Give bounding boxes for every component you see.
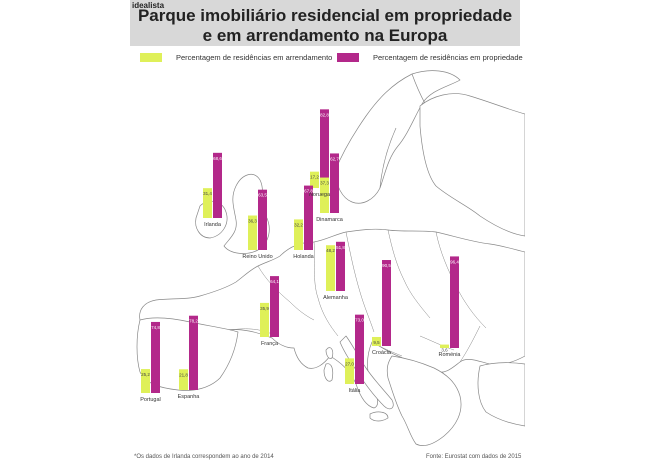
legend-rent-label: Percentagem de residências em arrendamen…	[176, 53, 333, 62]
value-own-croacia: 90,5	[382, 263, 391, 268]
legend-own-label: Percentagem de residências em propriedad…	[373, 53, 523, 62]
bar-rent-italia	[345, 358, 354, 384]
value-rent-espanha: 21,8	[179, 372, 188, 377]
value-own-irlanda: 68,6	[213, 156, 222, 161]
finland-russia-landmass	[419, 93, 525, 237]
country-label-croacia: Croácia	[372, 350, 392, 356]
value-own-noruega: 82,8	[320, 112, 329, 117]
value-own-portugal: 74,8	[151, 325, 160, 330]
bar-rent-dinamarca	[320, 177, 329, 213]
bar-own-italia	[355, 314, 364, 384]
country-label-italia: Itália	[349, 388, 362, 394]
title-line-1: Parque imobiliário residencial em propri…	[137, 6, 513, 25]
sardinia	[323, 363, 334, 382]
value-rent-dinamarca: 37,3	[320, 181, 329, 186]
bar-own-franca	[270, 276, 279, 337]
value-rent-franca: 35,9	[260, 306, 269, 311]
bar-rent-romenia	[440, 344, 449, 348]
footnote: *Os dados de Irlanda correspondem ao ano…	[134, 454, 274, 460]
country-label-holanda: Holanda	[293, 254, 314, 260]
balkans-greece	[386, 355, 462, 446]
bar-rent-holanda	[294, 219, 303, 250]
bar-own-holanda	[304, 185, 313, 250]
value-rent-italia: 27,0	[345, 361, 354, 366]
value-rent-croacia: 9,5	[373, 340, 380, 345]
value-own-dinamarca: 62,7	[330, 156, 339, 161]
value-own-espanha: 78,2	[189, 319, 198, 324]
country-label-romenia: Roménia	[438, 352, 461, 358]
value-own-italia: 73,0	[355, 318, 364, 323]
value-own-reino-unido: 63,5	[258, 193, 267, 198]
europe-map-chart: 17,2 82,8 Noruega 31,4 68,6 Irlanda 36,3 63,5 Re…	[136, 70, 525, 446]
bar-own-romenia	[450, 256, 459, 348]
country-label-espanha: Espanha	[178, 394, 201, 400]
source-note: Fonte: Eurostat com dados de 2015	[426, 454, 522, 460]
value-own-alemanha: 51,8	[336, 245, 345, 250]
bar-own-reino-unido	[258, 189, 267, 250]
bar-own-croacia	[382, 260, 391, 346]
bar-rent-portugal	[141, 369, 150, 393]
bar-own-dinamarca	[330, 153, 339, 213]
value-rent-holanda: 32,2	[294, 222, 303, 227]
country-label-irlanda: Irlanda	[204, 222, 222, 228]
labels-layer: 17,2 82,8 Noruega 31,4 68,6 Irlanda 36,3 63,5 Re…	[140, 112, 461, 403]
bar-rent-irlanda	[203, 188, 212, 218]
country-label-portugal: Portugal	[140, 397, 161, 403]
bars-layer	[141, 109, 459, 393]
legend-rent-swatch	[140, 53, 162, 62]
value-rent-alemanha: 48,2	[326, 248, 335, 253]
sicily	[369, 411, 389, 422]
title-line-2: e em arrendamento na Europa	[202, 26, 448, 45]
country-label-noruega: Noruega	[309, 192, 331, 198]
header-band	[130, 0, 520, 46]
country-label-alemanha: Alemanha	[323, 295, 349, 301]
continental-europe	[139, 228, 525, 409]
anatolia-edge	[477, 362, 525, 427]
value-own-romenia: 96,4	[450, 259, 459, 264]
value-rent-romenia: 3,6	[441, 348, 448, 353]
bar-rent-alemanha	[326, 245, 335, 291]
bar-own-alemanha	[336, 241, 345, 291]
value-rent-noruega: 17,2	[310, 175, 319, 180]
bar-rent-franca	[260, 302, 269, 337]
country-label-reino-unido: Reino Unido	[242, 254, 272, 260]
bar-rent-espanha	[179, 369, 188, 390]
country-label-dinamarca: Dinamarca	[316, 217, 344, 223]
bar-own-portugal	[151, 321, 160, 393]
legend-own-swatch	[337, 53, 359, 62]
bar-rent-croacia	[372, 336, 381, 346]
bar-rent-noruega	[310, 171, 319, 188]
corsica	[325, 347, 334, 359]
value-own-holanda: 67,8	[304, 189, 313, 194]
value-rent-reino-unido: 36,3	[248, 219, 257, 224]
chart-title: Parque imobiliário residencial em propri…	[130, 6, 520, 46]
brand-logo: idealista	[132, 1, 165, 10]
value-own-franca: 64,1	[270, 279, 279, 284]
bar-rent-reino-unido	[248, 215, 257, 250]
value-rent-irlanda: 31,4	[203, 191, 212, 196]
value-rent-portugal: 25,2	[141, 372, 150, 377]
bar-own-noruega	[320, 109, 329, 188]
country-label-franca: França	[261, 341, 279, 347]
bar-own-espanha	[189, 315, 198, 390]
bar-own-irlanda	[213, 152, 222, 218]
